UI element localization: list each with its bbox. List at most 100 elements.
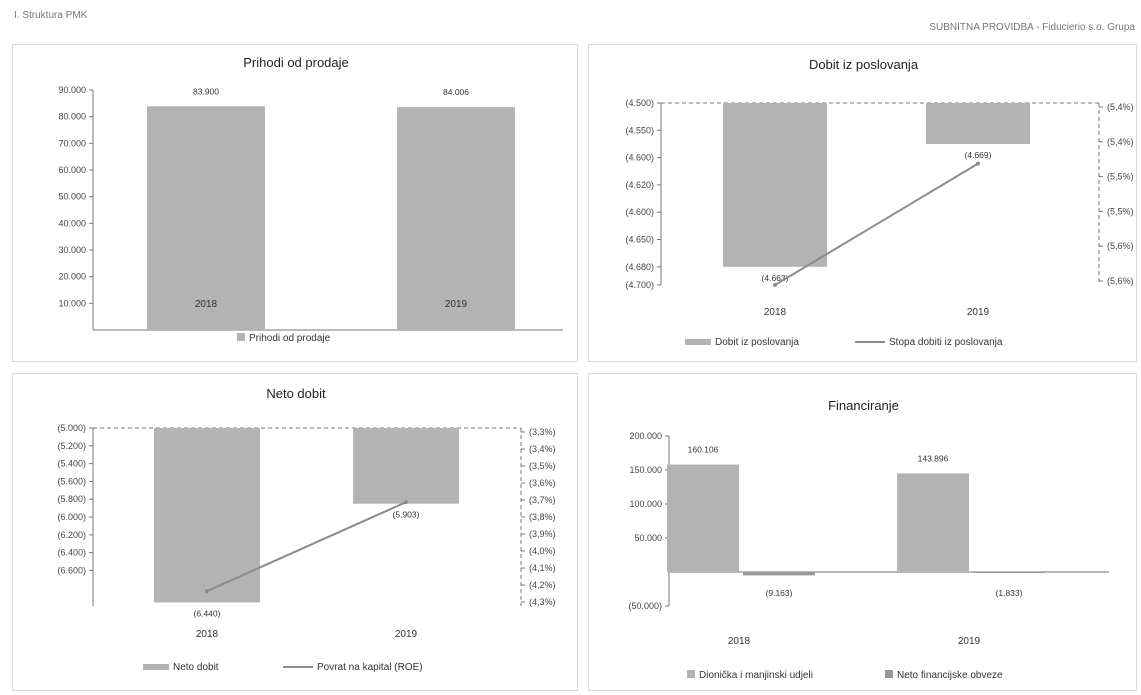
- y2-tick-label: (3,5%): [529, 461, 556, 471]
- series-line: [774, 162, 979, 286]
- chart-panel-prihodi: Prihodi od prodaje 90.000 80.000 70.000 60.0…: [12, 44, 578, 362]
- line-point: [773, 283, 777, 287]
- legend-label: Dionička i manjinski udjeli: [699, 670, 813, 681]
- y-tick-label: 10.000: [58, 298, 86, 308]
- y2-tick-label: (3,9%): [529, 529, 556, 539]
- data-label: 83.900: [193, 86, 219, 96]
- legend-swatch-bar: [685, 339, 711, 345]
- x-tick-label: 2018: [728, 636, 751, 647]
- data-label: 143.896: [918, 453, 949, 463]
- chart-prihodi: Prihodi od prodaje 90.000 80.000 70.000 60.0…: [58, 55, 563, 344]
- legend-swatch-bar: [143, 664, 169, 670]
- y-tick-label: (4.500): [625, 98, 654, 108]
- data-label: (4.663): [762, 273, 789, 283]
- y2-tick-label: (3,6%): [529, 478, 556, 488]
- data-label: (5.903): [393, 510, 420, 520]
- chart-financiranje: Financiranje 200.000 150.000 100.000 50.000 (…: [628, 398, 1109, 681]
- bar: [147, 106, 265, 330]
- chart-neto: Neto dobit (5.000) (5.200) (5.400) (5.600) (5…: [57, 386, 556, 673]
- y-tick-label: 200.000: [629, 431, 662, 441]
- y-tick-label: 150.000: [629, 465, 662, 475]
- legend-label: Povrat na kapital (ROE): [317, 662, 423, 673]
- x-tick-label: 2018: [764, 307, 787, 318]
- chart-title: Financiranje: [828, 398, 899, 413]
- x-tick-label: 2019: [395, 629, 418, 640]
- bar: [353, 428, 459, 504]
- data-label: (4.669): [965, 150, 992, 160]
- chart-panel-neto: Neto dobit (5.000) (5.200) (5.400) (5.600) (5…: [12, 373, 578, 691]
- y-tick-label: 60.000: [58, 165, 86, 175]
- data-label: 84.006: [443, 87, 469, 97]
- y2-tick-label: (3,3%): [529, 427, 556, 437]
- y-tick-label: (6.200): [57, 530, 86, 540]
- y-tick-label: (4.700): [625, 280, 654, 290]
- x-tick-label: 2019: [967, 307, 990, 318]
- chart-panel-dobit: Dobit iz poslovanja (4.500) (4.550) (4.600)…: [588, 44, 1137, 362]
- line-point: [404, 500, 408, 505]
- bar: [397, 107, 515, 330]
- line-point: [205, 589, 209, 594]
- legend-label: Neto financijske obveze: [897, 670, 1003, 681]
- legend-label: Dobit iz poslovanja: [715, 337, 799, 348]
- y-tick-label: 80.000: [58, 112, 86, 122]
- y-tick-label: 50.000: [634, 533, 662, 543]
- y-tick-label: (4.650): [625, 235, 654, 245]
- y2-tick-label: (4,2%): [529, 580, 556, 590]
- data-label: (1.833): [996, 588, 1023, 598]
- series-line: [206, 501, 407, 593]
- y-tick-label: (6.000): [57, 512, 86, 522]
- header-right-text: SUBNITNA PROVIDBA - Fiducierio s.o. Grup…: [929, 22, 1135, 33]
- y-tick-label: (5.400): [57, 459, 86, 469]
- y-tick-label: 20.000: [58, 272, 86, 282]
- bar: [926, 103, 1030, 144]
- bar: [897, 473, 969, 572]
- y-tick-label: (5.600): [57, 476, 86, 486]
- y-tick-label: (4.600): [625, 153, 654, 163]
- y-tick-label: (5.200): [57, 441, 86, 451]
- y-tick-label: (6.400): [57, 548, 86, 558]
- bar: [723, 103, 827, 267]
- y-tick-label: (4.620): [625, 180, 654, 190]
- bar: [743, 572, 815, 576]
- y2-tick-label: (3,7%): [529, 495, 556, 505]
- header-left-text: I. Struktura PMK: [14, 10, 88, 21]
- chart-dobit: Dobit iz poslovanja (4.500) (4.550) (4.600)…: [625, 57, 1134, 348]
- y-tick-label: 100.000: [629, 499, 662, 509]
- chart-title: Prihodi od prodaje: [243, 55, 349, 70]
- y2-tick-label: (5,6%): [1107, 276, 1134, 286]
- bar: [154, 428, 260, 603]
- y-tick-label: 40.000: [58, 218, 86, 228]
- legend-swatch: [237, 333, 245, 341]
- y2-tick-label: (3,8%): [529, 512, 556, 522]
- y2-tick-label: (4,0%): [529, 546, 556, 556]
- data-label: (9.163): [766, 588, 793, 598]
- y2-tick-label: (3,4%): [529, 444, 556, 454]
- y-tick-label: (50.000): [628, 601, 662, 611]
- x-tick-label: 2018: [196, 629, 219, 640]
- y-tick-label: (5.800): [57, 494, 86, 504]
- legend-label: Prihodi od prodaje: [249, 333, 331, 344]
- y2-tick-label: (5,4%): [1107, 137, 1134, 147]
- legend-label: Stopa dobiti iz poslovanja: [889, 337, 1003, 348]
- y-tick-label: (5.000): [57, 423, 86, 433]
- y-tick-label: (4.680): [625, 262, 654, 272]
- chart-panel-financiranje: Financiranje 200.000 150.000 100.000 50.000 (…: [588, 373, 1137, 691]
- y-tick-label: 30.000: [58, 245, 86, 255]
- bar: [667, 464, 739, 572]
- y-tick-label: 50.000: [58, 192, 86, 202]
- x-tick-label: 2018: [195, 299, 218, 310]
- y2-tick-label: (4,3%): [529, 597, 556, 607]
- y-tick-label: (4.550): [625, 125, 654, 135]
- y-tick-label: 70.000: [58, 138, 86, 148]
- bar: [973, 572, 1045, 573]
- legend-swatch: [885, 670, 893, 678]
- y-tick-label: (4.600): [625, 207, 654, 217]
- y-tick-label: (6.600): [57, 565, 86, 575]
- y2-tick-label: (5,5%): [1107, 172, 1134, 182]
- y2-tick-label: (5,6%): [1107, 241, 1134, 251]
- y2-tick-label: (5,4%): [1107, 102, 1134, 112]
- data-label: (6.440): [194, 608, 221, 618]
- legend-swatch: [687, 670, 695, 678]
- data-label: 160.106: [688, 445, 719, 455]
- legend-label: Neto dobit: [173, 662, 219, 673]
